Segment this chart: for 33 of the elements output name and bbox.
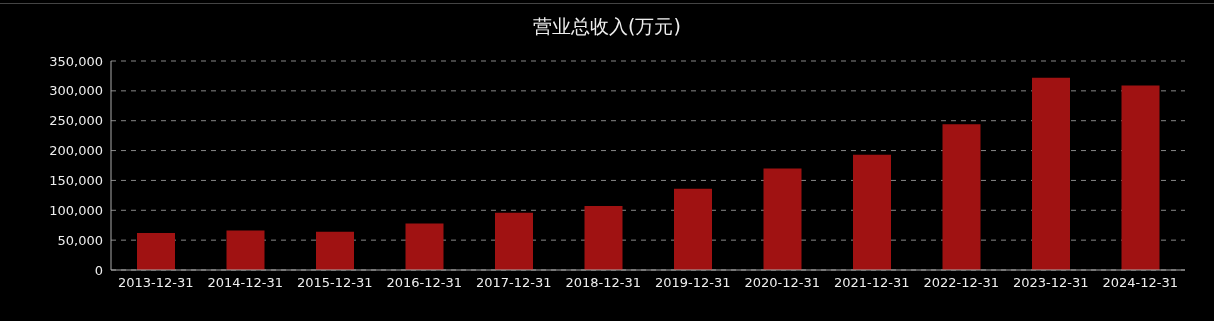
x-tick-label: 2016-12-31 [386,275,463,291]
bar [226,230,265,270]
bar [942,124,981,270]
bar [674,188,712,270]
x-tick-label: 2013-12-31 [117,275,194,291]
x-tick-label: 2018-12-31 [565,275,642,291]
bar [853,154,891,270]
x-tick-label: 2024-12-31 [1102,275,1179,291]
y-tick-label: 250,000 [49,113,103,129]
bar [316,231,354,270]
y-tick-label: 350,000 [49,53,103,69]
x-tick-label: 2015-12-31 [296,275,373,291]
bar [1121,85,1160,270]
bar [405,223,444,270]
y-tick-label: 100,000 [49,202,103,218]
chart-title: 营业总收入(万元) [532,14,682,39]
y-tick-label: 50,000 [57,232,103,248]
x-tick-label: 2014-12-31 [207,275,284,291]
x-tick-label: 2022-12-31 [923,275,1000,291]
x-tick-label: 2021-12-31 [833,275,910,291]
x-tick-label: 2019-12-31 [654,275,731,291]
bar [137,232,175,270]
bar [763,168,802,270]
x-tick-label: 2017-12-31 [475,275,552,291]
x-tick-label: 2023-12-31 [1012,275,1089,291]
x-tick-label: 2020-12-31 [744,275,821,291]
bar [584,206,623,270]
bar [1032,77,1070,270]
y-tick-label: 200,000 [49,143,103,159]
y-tick-label: 150,000 [49,173,103,189]
bar [495,212,533,270]
y-tick-label: 0 [94,262,103,278]
y-tick-label: 300,000 [49,83,103,99]
